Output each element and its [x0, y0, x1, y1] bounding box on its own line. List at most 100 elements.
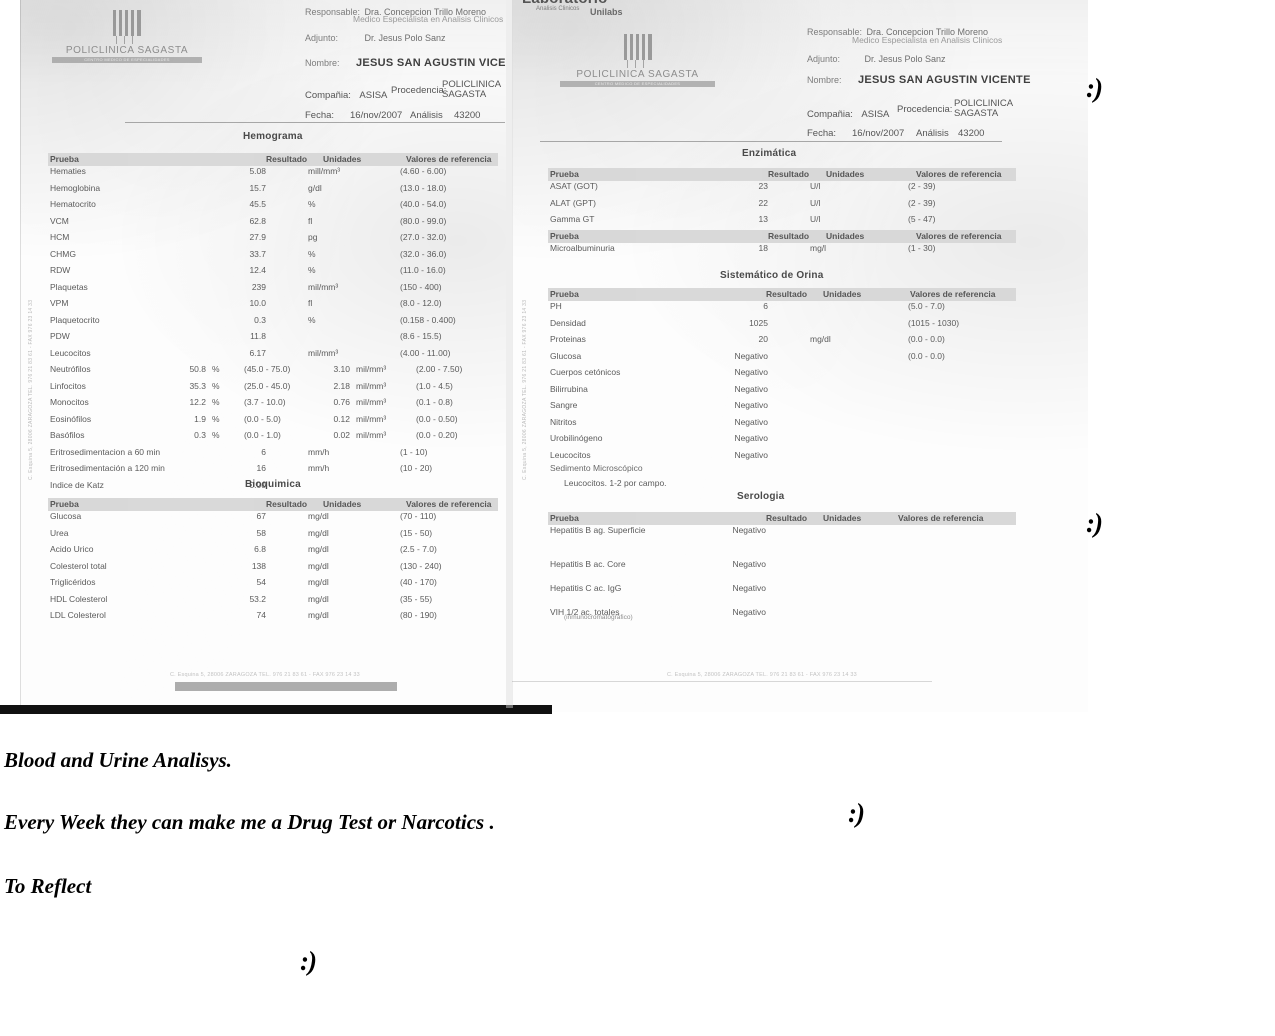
row-absolute-unit: mil/mm³: [356, 397, 387, 407]
row-reference: (150 - 400): [400, 281, 442, 292]
row-result: 0.00: [249, 479, 266, 490]
vih-note: (inmunocromatográfico): [564, 614, 633, 621]
table-row-differential: Basófilos 0.3% (0.0 - 1.0) 0.02 mil/mm³ (0.0 …: [48, 430, 498, 447]
row-unit: pg: [308, 232, 318, 242]
row-label: ALAT (GPT): [550, 197, 596, 208]
row-percent: 35.3: [189, 380, 206, 391]
row-reference: (15 - 50): [400, 527, 433, 538]
row-unit: mil/mm³: [308, 347, 339, 358]
table-row: Leucocitos 6.17 mil/mm³ (4.00 - 11.00): [48, 348, 498, 365]
row-absolute: 3.10: [333, 364, 350, 374]
lab-brand: Unilabs: [590, 7, 623, 17]
row-label: Neutrófilos: [50, 364, 91, 374]
section-title-enzimatica: Enzimática: [742, 148, 797, 159]
row-percent-unit: %: [212, 364, 220, 374]
row-reference: (2.5 - 7.0): [400, 544, 437, 554]
table-row: Hemoglobina 15.7 g/dl (13.0 - 18.0): [48, 183, 498, 200]
row-result: 1025: [749, 317, 768, 328]
table-row: Eritrosedimentacion a 60 min 6 mm/h (1 - 10…: [48, 447, 498, 464]
row-reference: (80.0 - 99.0): [400, 215, 447, 226]
row-result: Negativo: [734, 416, 768, 427]
row-label: Colesterol total: [50, 560, 107, 571]
adjunto-line: Adjunto: Dr. Jesus Polo Sanz: [807, 54, 946, 64]
row-reference: (32.0 - 36.0): [400, 248, 447, 259]
row-label: HCM: [50, 232, 70, 242]
responsable-sub: Medico Especialista en Analisis Clinicos: [353, 14, 504, 24]
row-result: 62.8: [249, 215, 266, 226]
row-label: Glucosa: [550, 350, 582, 361]
row-percent-unit: %: [212, 413, 220, 424]
row-absolute-reference: (2.00 - 7.50): [416, 364, 463, 374]
row-unit: mg/l: [810, 243, 827, 253]
row-label: Hepatitis C ac. IgG: [550, 583, 622, 593]
table-row: LDL Colesterol 74 mg/dl (80 - 190): [48, 610, 498, 627]
row-unit: mm/h: [308, 446, 330, 457]
table-header-row: Prueba Resultado Unidades Valores de ref…: [548, 168, 1016, 181]
table-row: Colesterol total 138 mg/dl (130 - 240): [48, 561, 498, 578]
row-label: Hepatitis B ac. Core: [550, 559, 626, 569]
row-reference: (11.0 - 16.0): [400, 265, 446, 275]
row-reference: (80 - 190): [400, 610, 437, 620]
table-row: ASAT (GOT) 23 U/l (2 - 39): [548, 181, 1016, 198]
procedencia-label: Procedencia:: [897, 104, 953, 115]
row-absolute: 0.02: [333, 430, 350, 440]
row-percent-unit: %: [212, 397, 220, 407]
table-hemograma: Prueba Resultado Unidades Valores de ref…: [48, 153, 498, 496]
row-unit: mg/dl: [308, 577, 329, 587]
section-title-hemograma: Hemograma: [243, 131, 303, 142]
patient-name-line: Nombre: JESUS SAN AGUSTIN VICENTE: [305, 57, 506, 69]
row-percent: 12.2: [189, 397, 206, 407]
table-header-row: Prueba Resultado Unidades Valores de ref…: [48, 153, 498, 166]
row-absolute-unit: mil/mm³: [356, 413, 387, 424]
table-row: Hematocrito 45.5% (40.0 - 54.0): [48, 199, 498, 216]
row-result: 58: [256, 527, 266, 538]
row-result: 239: [251, 281, 266, 292]
row-label: ASAT (GOT): [550, 181, 598, 191]
fecha-label: Fecha:: [305, 110, 335, 121]
clinic-logo-name: POLICLINICA SAGASTA: [65, 45, 189, 56]
row-unit: mill/mm³: [308, 166, 341, 176]
row-result: 74: [256, 610, 266, 620]
row-label: Leucocitos: [550, 449, 591, 460]
row-reference: (13.0 - 18.0): [400, 182, 447, 193]
row-reference: (0.0 - 0.0): [908, 350, 945, 361]
row-reference: (70 - 110): [400, 511, 437, 521]
table-microalbuminuria: Prueba Resultado Unidades Valores de ref…: [548, 230, 1016, 260]
row-label: Microalbuminuria: [550, 243, 615, 253]
row-result: 54: [256, 577, 266, 587]
table-row: Urea 58 mg/dl (15 - 50): [48, 528, 498, 545]
header-divider: [540, 141, 1002, 142]
row-result: 16: [256, 463, 266, 473]
section-title-serologia: Serologia: [737, 491, 785, 502]
lab-title: Laboratorio: [522, 0, 608, 7]
row-label: Indice de Katz: [50, 479, 104, 490]
company-line: Compañia: ASISA: [807, 109, 890, 120]
scanned-page-right: Laboratorio Analisis Clinicos Unilabs PO…: [512, 0, 1088, 712]
footer-address: C. Esquina 5, 28006 ZARAGOZA TEL. 976 21…: [667, 672, 857, 678]
table-row: HCM 27.9 pg (27.0 - 32.0): [48, 232, 498, 249]
scanned-page-left: POLICLINICA SAGASTA CENTRO MEDICO DE ESP…: [20, 0, 506, 708]
table-header-row: Prueba Resultado Unidades Valores de ref…: [548, 230, 1016, 243]
row-result: Negativo: [732, 559, 766, 569]
row-label: Hematies: [50, 166, 86, 176]
table-header-row: Prueba Resultado Unidades Valores de ref…: [48, 498, 498, 511]
margin-vertical-text: C. Esquina 5, 28006 ZARAGOZA TEL. 976 21…: [28, 299, 34, 480]
table-row: Cuerpos cetónicos Negativo: [548, 367, 1016, 384]
company-line: Compañia: ASISA: [305, 90, 388, 101]
table-bioquimica: Prueba Resultado Unidades Valores de ref…: [48, 498, 498, 627]
smiley-mid-right: :): [1086, 508, 1103, 538]
row-unit: U/l: [810, 181, 821, 191]
table-row: Sangre Negativo: [548, 400, 1016, 417]
row-result: Negativo: [732, 607, 766, 617]
row-reference: (8.6 - 15.5): [400, 331, 442, 341]
row-percent-reference: (3.7 - 10.0): [244, 397, 286, 407]
row-result: 20: [758, 334, 768, 344]
row-absolute-reference: (1.0 - 4.5): [416, 380, 453, 391]
table-row-differential: Neutrófilos 50.8% (45.0 - 75.0) 3.10 mil/mm³…: [48, 364, 498, 381]
row-result: 6.17: [249, 347, 266, 358]
row-absolute-unit: mil/mm³: [356, 430, 387, 440]
sediment-title: Sedimento Microscópico: [550, 463, 643, 473]
row-result: 23: [758, 181, 768, 191]
row-percent-reference: (25.0 - 45.0): [244, 380, 291, 391]
responsable-label: Responsable: Dra. Concepcion Trillo More…: [807, 27, 989, 37]
